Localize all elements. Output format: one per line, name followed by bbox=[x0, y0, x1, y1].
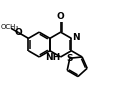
Text: NH: NH bbox=[45, 53, 60, 62]
Text: O: O bbox=[57, 12, 65, 21]
Text: O: O bbox=[15, 28, 23, 37]
Text: S: S bbox=[67, 54, 73, 63]
Text: N: N bbox=[72, 33, 79, 42]
Text: OCH₃: OCH₃ bbox=[1, 24, 19, 30]
